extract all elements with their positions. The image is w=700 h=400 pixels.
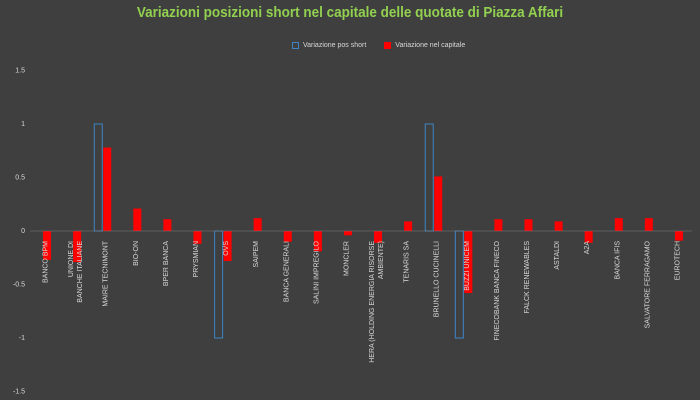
bar-capitale-17	[554, 221, 563, 231]
x-tick-label-text: ASTALDI	[554, 241, 561, 270]
x-tick-label-text: HERA (HOLDING ENERGIA RISORSE	[369, 241, 376, 363]
x-tick-label: FALCK RENEWABLES	[524, 241, 531, 314]
x-tick-label: A2A	[584, 241, 591, 255]
y-tick-label: -1.5	[13, 389, 25, 396]
legend-item-short: Variazione pos short	[292, 42, 366, 49]
x-tick-label-text: BRUNELLO CUCINELLI	[434, 241, 441, 317]
x-tick-label-text: MONCLER	[343, 241, 350, 276]
bar-short-6	[214, 230, 224, 339]
bar-capitale-21	[674, 231, 683, 241]
x-tick-label: SALINI IMPREGILO	[313, 240, 320, 304]
bar-capitale-1	[73, 231, 82, 263]
bar-capitale-2	[103, 147, 112, 231]
legend-item-capitale: Variazione nel capitale	[384, 42, 465, 49]
x-tick-label: BUZZI UNICEM	[464, 241, 471, 291]
x-tick-label: BANCA GENERALI	[283, 241, 290, 302]
x-tick-label: SAIPEM	[253, 241, 260, 268]
bar-capitale-11	[374, 231, 383, 243]
x-tick-label-text: PRYSMIAN	[193, 241, 200, 277]
bar-capitale-7	[253, 218, 262, 231]
x-tick-label-text: BIO-ON	[133, 241, 140, 266]
x-tick-label-text: BUZZI UNICEM	[464, 241, 471, 291]
chart-legend: Variazione pos short Variazione nel capi…	[292, 42, 465, 49]
x-tick-label: HERA (HOLDING ENERGIA RISORSE AMBIENTE)	[369, 241, 385, 363]
bar-capitale-18	[584, 231, 593, 243]
x-tick-label-text: TENARIS SA	[404, 241, 411, 283]
x-tick-label-text: MAIRE TECNIMONT	[103, 240, 110, 306]
x-tick-label-text: A2A	[584, 241, 591, 255]
x-tick-label-text: BANCA GENERALI	[283, 241, 290, 302]
bar-capitale-13	[434, 176, 443, 231]
x-tick-label: BIO-ON	[133, 241, 140, 266]
legend-swatch-capitale	[384, 42, 392, 49]
legend-swatch-short	[292, 42, 299, 49]
x-tick-label: BANCA IFIS	[614, 241, 621, 280]
x-tick-label: MONCLER	[343, 241, 350, 276]
y-tick-label: 1	[21, 121, 25, 128]
bar-capitale-12	[404, 221, 413, 231]
x-tick-label-text: BPER BANCA	[163, 241, 170, 286]
y-tick-label: -0.5	[13, 282, 25, 289]
x-tick-label-text: OVS	[223, 241, 230, 256]
bar-short-14	[454, 230, 464, 339]
y-tick-label: 0.5	[15, 175, 25, 182]
chart-title: Variazioni posizioni short nel capitale …	[136, 4, 564, 21]
x-tick-label: TENARIS SA	[404, 241, 411, 283]
x-tick-label-text: FALCK RENEWABLES	[524, 241, 531, 314]
legend-label-capitale: Variazione nel capitale	[395, 42, 466, 49]
x-tick-label-text: FINECOBANK BANCA FINECO	[494, 240, 501, 340]
bar-capitale-5	[193, 231, 202, 244]
x-tick-label: OVS	[223, 241, 230, 256]
x-tick-label: MAIRE TECNIMONT	[103, 240, 110, 306]
x-tick-label-text: BANCA IFIS	[614, 241, 621, 280]
x-tick-label-text: SALINI IMPREGILO	[313, 240, 320, 304]
x-tick-label-text: SAIPEM	[253, 241, 260, 268]
bar-capitale-10	[343, 231, 352, 236]
bar-short-2	[93, 123, 103, 232]
bar-capitale-8	[283, 231, 292, 242]
bar-capitale-4	[163, 219, 172, 231]
bar-capitale-19	[614, 218, 623, 231]
y-tick-label: 1.5	[15, 68, 25, 75]
x-tick-label: FINECOBANK BANCA FINECO	[494, 240, 501, 340]
x-tick-label-text: BANCO BPM	[43, 241, 50, 283]
x-tick-label: UNIONE DI BANCHE ITALIANE	[68, 241, 84, 303]
bar-capitale-20	[644, 218, 653, 231]
x-tick-label: SALVATORE FERRAGAMO	[644, 240, 651, 328]
x-tick-label: EUROTECH	[674, 241, 681, 280]
x-tick-label-text: EUROTECH	[674, 241, 681, 280]
bar-capitale-15	[494, 219, 503, 231]
bar-capitale-9	[313, 231, 322, 252]
legend-label-short: Variazione pos short	[303, 42, 367, 49]
x-tick-label-text: SALVATORE FERRAGAMO	[644, 240, 651, 328]
y-tick-label: 0	[21, 228, 25, 235]
x-tick-label: BPER BANCA	[163, 241, 170, 286]
bar-capitale-14	[464, 231, 473, 294]
x-tick-label-text: BANCHE ITALIANE	[77, 241, 84, 303]
bar-short-13	[424, 123, 434, 232]
bar-capitale-0	[43, 231, 52, 260]
x-tick-label: ASTALDI	[554, 241, 561, 270]
x-tick-label-text: AMBIENTE)	[378, 241, 385, 279]
bar-capitale-6	[223, 231, 232, 261]
y-tick-label: -1	[19, 335, 25, 342]
bar-capitale-3	[133, 208, 142, 231]
x-tick-label: BRUNELLO CUCINELLI	[434, 241, 441, 317]
x-tick-label-text: UNIONE DI	[68, 241, 75, 277]
bar-capitale-16	[524, 219, 533, 231]
x-tick-label: PRYSMIAN	[193, 241, 200, 277]
x-tick-label: BANCO BPM	[43, 241, 50, 283]
